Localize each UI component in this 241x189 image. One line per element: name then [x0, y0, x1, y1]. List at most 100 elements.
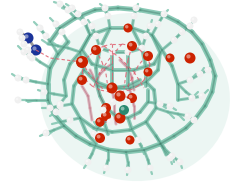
Circle shape	[186, 114, 188, 116]
Circle shape	[125, 100, 127, 102]
Circle shape	[108, 84, 113, 89]
Circle shape	[139, 44, 146, 51]
Circle shape	[44, 34, 46, 36]
Circle shape	[127, 93, 137, 103]
Circle shape	[95, 118, 105, 126]
Circle shape	[130, 12, 138, 19]
Circle shape	[58, 102, 60, 104]
Circle shape	[190, 16, 198, 23]
Circle shape	[101, 5, 108, 12]
Circle shape	[119, 105, 129, 115]
Circle shape	[167, 154, 174, 161]
Circle shape	[40, 88, 47, 95]
Circle shape	[60, 30, 62, 32]
Circle shape	[107, 83, 118, 94]
Circle shape	[192, 118, 194, 120]
Circle shape	[147, 22, 154, 29]
Circle shape	[25, 46, 32, 53]
Circle shape	[68, 118, 70, 120]
Circle shape	[206, 68, 208, 70]
Circle shape	[205, 67, 212, 74]
Circle shape	[176, 159, 183, 166]
Circle shape	[70, 6, 72, 8]
Circle shape	[178, 160, 180, 162]
Circle shape	[140, 46, 142, 48]
Circle shape	[16, 76, 18, 78]
Circle shape	[143, 67, 153, 77]
Circle shape	[102, 164, 109, 171]
Circle shape	[154, 20, 161, 28]
Circle shape	[76, 57, 87, 67]
Circle shape	[168, 104, 170, 106]
Circle shape	[82, 20, 84, 22]
Circle shape	[123, 98, 130, 105]
Circle shape	[18, 30, 20, 32]
Circle shape	[103, 6, 105, 8]
Circle shape	[125, 167, 132, 174]
Circle shape	[22, 77, 29, 84]
Circle shape	[56, 102, 63, 109]
Circle shape	[85, 159, 92, 166]
Circle shape	[78, 58, 83, 63]
Circle shape	[144, 34, 146, 36]
Circle shape	[167, 55, 170, 58]
Circle shape	[190, 96, 192, 98]
Circle shape	[111, 100, 113, 102]
Circle shape	[145, 69, 148, 72]
Circle shape	[114, 112, 126, 123]
Circle shape	[200, 94, 202, 96]
Circle shape	[103, 105, 107, 108]
Circle shape	[91, 45, 101, 55]
Circle shape	[74, 11, 81, 18]
Circle shape	[91, 130, 98, 138]
Circle shape	[20, 49, 27, 56]
Circle shape	[24, 34, 28, 39]
Circle shape	[110, 50, 112, 52]
Circle shape	[30, 56, 32, 58]
Circle shape	[22, 50, 24, 52]
Circle shape	[26, 48, 28, 50]
Circle shape	[54, 110, 56, 112]
Circle shape	[188, 78, 190, 80]
Circle shape	[98, 46, 100, 48]
Circle shape	[172, 38, 174, 40]
Circle shape	[109, 98, 116, 105]
Circle shape	[53, 20, 60, 28]
Circle shape	[76, 12, 78, 14]
Circle shape	[67, 116, 74, 123]
Circle shape	[179, 29, 186, 36]
Circle shape	[166, 53, 174, 63]
Circle shape	[105, 12, 112, 19]
Circle shape	[47, 105, 54, 112]
Circle shape	[68, 5, 75, 12]
Circle shape	[185, 53, 195, 64]
Circle shape	[42, 129, 49, 136]
Circle shape	[101, 111, 111, 121]
Circle shape	[79, 77, 82, 81]
Circle shape	[27, 53, 33, 60]
Circle shape	[134, 136, 141, 143]
Circle shape	[188, 94, 195, 101]
Circle shape	[142, 33, 149, 40]
Circle shape	[161, 11, 167, 18]
Circle shape	[134, 6, 136, 8]
Circle shape	[145, 53, 148, 57]
Circle shape	[123, 23, 133, 33]
Circle shape	[31, 44, 41, 56]
Circle shape	[32, 46, 37, 50]
Circle shape	[116, 92, 120, 97]
Circle shape	[59, 29, 66, 36]
Circle shape	[116, 114, 120, 119]
Circle shape	[22, 33, 33, 43]
Circle shape	[14, 74, 21, 81]
Circle shape	[148, 166, 150, 168]
Circle shape	[143, 51, 153, 61]
Circle shape	[125, 25, 128, 29]
Circle shape	[28, 54, 35, 61]
Circle shape	[186, 54, 191, 59]
Circle shape	[199, 92, 206, 99]
Circle shape	[129, 43, 133, 46]
Circle shape	[48, 106, 50, 108]
Circle shape	[54, 22, 56, 24]
Circle shape	[58, 2, 60, 4]
